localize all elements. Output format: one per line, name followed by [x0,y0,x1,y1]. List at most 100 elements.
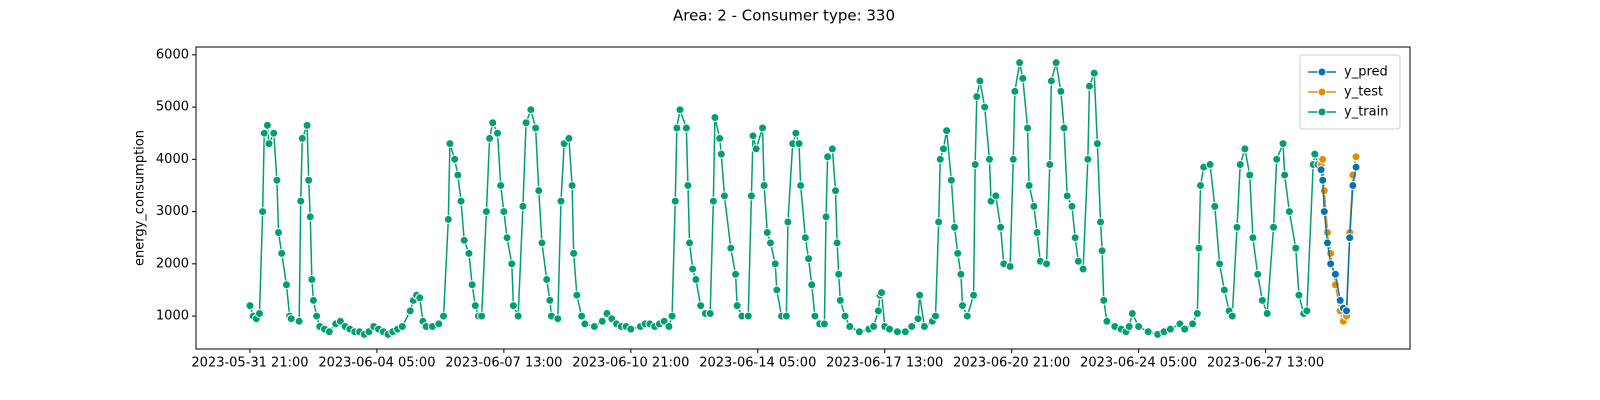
point [1319,186,1329,196]
point [577,311,587,321]
point [832,238,842,248]
point [1335,295,1345,305]
point [1284,207,1294,217]
point [1099,295,1109,305]
point [1070,233,1080,243]
point [307,275,317,285]
point [770,259,780,269]
point [1219,285,1229,295]
y-tick-label: 2000 [156,256,189,271]
point [972,92,982,102]
point [1042,259,1052,269]
point [821,212,831,222]
point [397,322,407,332]
point [1318,154,1328,164]
point [1005,261,1015,271]
point [1018,73,1028,83]
point [1134,322,1144,332]
point [675,105,685,115]
point [1262,308,1272,318]
point [942,126,952,136]
point [294,316,304,326]
point [531,123,541,133]
point [935,154,945,164]
point [984,154,994,164]
point [1051,58,1061,68]
point [962,311,972,321]
point [302,120,312,130]
point [1232,222,1242,232]
point [1269,222,1279,232]
point [772,285,782,295]
point [312,311,322,321]
point [405,306,415,316]
point [453,170,463,180]
point [269,128,279,138]
point [672,123,682,133]
point [854,327,864,337]
point [1056,86,1066,96]
point [726,243,736,253]
point [304,175,314,185]
point [969,290,979,300]
point [716,149,726,159]
point [1294,290,1304,300]
point [751,144,761,154]
y-tick-label: 6000 [156,47,189,62]
point [308,295,318,305]
point [975,76,985,86]
point [1245,170,1255,180]
point [1029,201,1039,211]
point [1084,81,1094,91]
point [667,311,677,321]
point [794,139,804,149]
point [521,118,531,128]
point [804,254,814,264]
point [991,191,1001,201]
point [1032,227,1042,237]
point [1348,180,1358,190]
point [664,322,674,332]
point [470,301,480,311]
point [456,196,466,206]
point [589,322,599,332]
point [1291,243,1301,253]
point [626,324,636,334]
point [1272,154,1282,164]
point [1319,207,1329,217]
y-tick-label: 3000 [156,204,189,219]
point [970,160,980,170]
point [743,311,753,321]
point [1073,256,1083,266]
point [1322,238,1332,248]
point [1280,170,1290,180]
point [1089,68,1099,78]
legend-marker [1317,107,1327,117]
point [567,180,577,190]
legend-label: y_train [1344,105,1388,120]
point [499,207,509,217]
point [1316,165,1326,175]
point [264,139,274,149]
point [746,191,756,201]
point [900,327,910,337]
point [831,186,841,196]
legend-label: y_pred [1344,65,1388,80]
point [683,180,693,190]
point [807,280,817,290]
point [907,322,917,332]
point [1024,180,1034,190]
point [840,311,850,321]
point [477,311,487,321]
point [513,311,523,321]
point [485,133,495,143]
point [781,311,791,321]
x-tick-label: 2023-06-20 21:00 [953,356,1070,371]
point [827,144,837,154]
x-tick-label: 2023-06-07 13:00 [445,356,562,371]
point [956,269,966,279]
point [1165,324,1175,334]
point [534,186,544,196]
point [1124,322,1134,332]
point [996,222,1006,232]
